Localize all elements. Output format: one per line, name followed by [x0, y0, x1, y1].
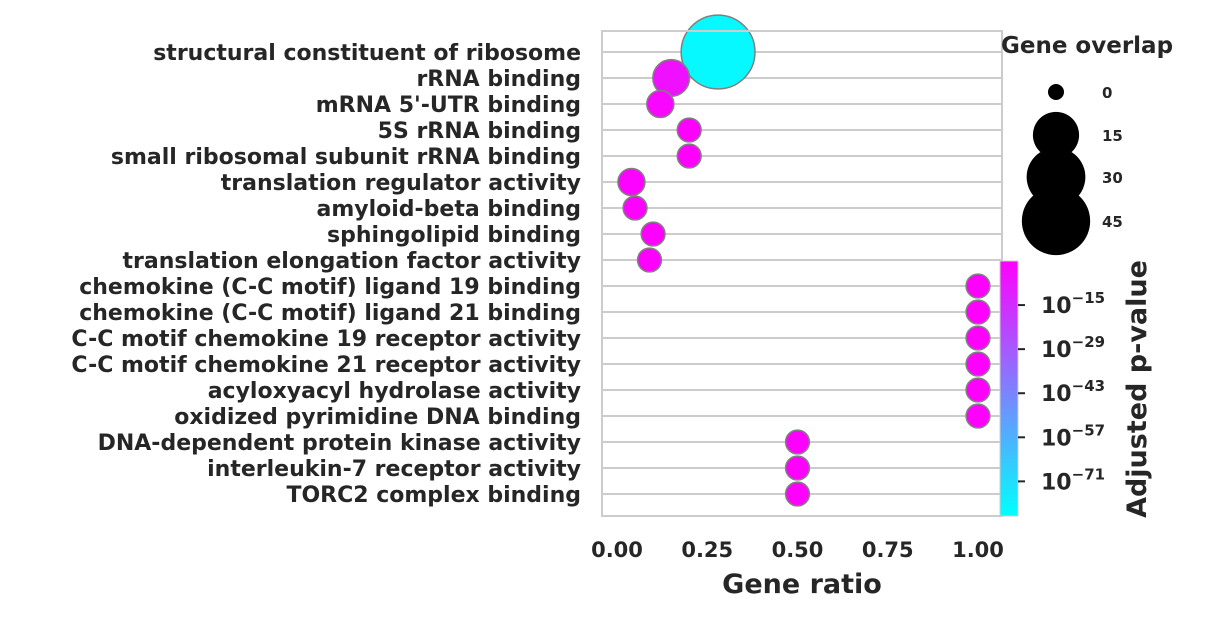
x-tick-label: 0.25 — [681, 538, 733, 562]
category-label: translation regulator activity — [221, 171, 581, 196]
grid-lines — [602, 51, 1002, 495]
category-label: sphingolipid binding — [327, 223, 581, 248]
data-points — [617, 14, 991, 507]
data-point — [636, 247, 663, 273]
data-point — [646, 89, 675, 119]
category-label: 5S rRNA binding — [378, 119, 581, 144]
colorbar-tick-label: 10−43 — [1041, 377, 1105, 407]
size-legend-title: Gene overlap — [1001, 33, 1173, 59]
size-legend-label: 45 — [1102, 213, 1123, 231]
data-point — [965, 351, 991, 377]
category-label: oxidized pyrimidine DNA binding — [174, 405, 581, 430]
data-point — [965, 299, 991, 325]
data-point — [640, 221, 666, 247]
colorbar-tick-label: 10−15 — [1041, 289, 1105, 319]
data-point — [784, 481, 811, 507]
data-point — [965, 403, 991, 429]
data-point — [965, 325, 991, 351]
size-legend-label: 0 — [1102, 84, 1112, 102]
data-point — [622, 195, 648, 221]
category-label: C-C motif chemokine 21 receptor activity — [71, 353, 581, 378]
size-legend: Gene overlap 0 15 30 45 — [1001, 33, 1173, 256]
size-legend-marker — [1032, 111, 1080, 159]
category-label: interleukin-7 receptor activity — [207, 457, 581, 482]
category-label: structural constituent of ribosome — [153, 41, 581, 66]
data-point — [965, 377, 991, 403]
colorbar-tick-label: 10−29 — [1041, 333, 1105, 363]
data-point — [617, 167, 646, 197]
category-label: translation elongation factor activity — [123, 249, 581, 274]
x-axis-label: Gene ratio — [722, 569, 882, 600]
x-tick-label: 0.75 — [862, 538, 914, 562]
category-label: chemokine (C-C motif) ligand 19 binding — [79, 275, 581, 300]
data-point — [965, 273, 991, 299]
category-label: chemokine (C-C motif) ligand 21 binding — [79, 301, 581, 326]
data-point — [784, 455, 811, 481]
size-legend-marker — [1021, 186, 1091, 256]
data-point — [680, 14, 756, 90]
category-label: acyloxyacyl hydrolase activity — [208, 379, 581, 404]
x-tick-label: 1.00 — [952, 538, 1004, 562]
category-label: TORC2 complex binding — [286, 483, 581, 508]
colorbar-tick-label: 10−71 — [1041, 465, 1105, 495]
data-point — [676, 117, 702, 143]
data-point — [784, 429, 811, 455]
size-legend-label: 15 — [1102, 127, 1123, 145]
colorbar-tick-label: 10−57 — [1041, 421, 1105, 451]
category-label: C-C motif chemokine 19 receptor activity — [71, 327, 581, 352]
category-label: DNA-dependent protein kinase activity — [98, 431, 581, 456]
colorbar-label: Adjusted p-value — [1122, 260, 1153, 518]
category-label: small ribosomal subunit rRNA binding — [111, 145, 581, 170]
colorbar: 10−15 10−29 10−43 10−57 10−71 Adjusted p-val… — [999, 260, 1153, 518]
category-label: rRNA binding — [416, 67, 581, 92]
x-tick-label: 0.50 — [772, 538, 824, 562]
x-tick-labels: 0.00 0.25 0.50 0.75 1.00 — [591, 538, 1004, 562]
colorbar-gradient — [999, 260, 1019, 517]
category-label: amyloid-beta binding — [316, 197, 581, 222]
x-tick-label: 0.00 — [591, 538, 643, 562]
data-point — [676, 143, 702, 169]
size-legend-marker — [1048, 84, 1064, 100]
size-legend-label: 30 — [1102, 169, 1123, 187]
category-label: mRNA 5'-UTR binding — [316, 93, 581, 118]
